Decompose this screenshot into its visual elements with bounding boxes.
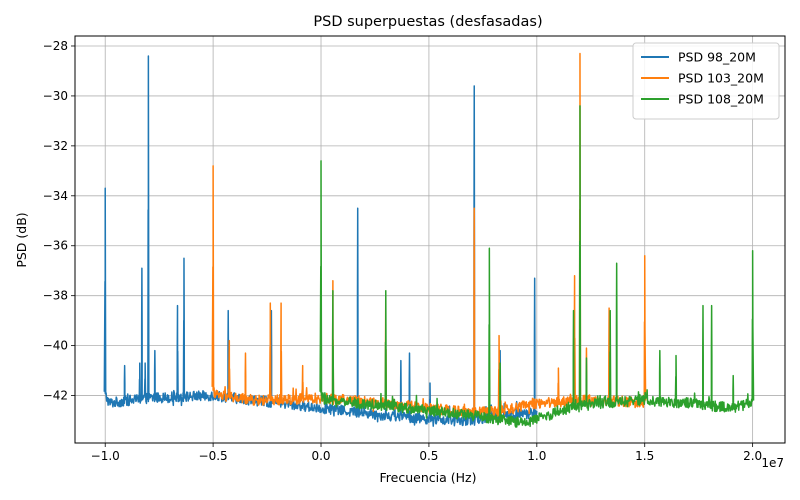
- x-tick-label: 2.0: [743, 449, 762, 463]
- y-axis-ticks: −42 −40 −38 −36 −34 −32 −30 −28: [43, 39, 75, 403]
- y-tick-label: −32: [43, 139, 68, 153]
- series-line-psd-98-20m: [103, 55, 538, 427]
- x-tick-label: −0.5: [199, 449, 228, 463]
- y-tick-label: −40: [43, 339, 68, 353]
- y-axis-label: PSD (dB): [14, 212, 29, 267]
- series-layer: [103, 52, 755, 428]
- y-tick-label: −42: [43, 389, 68, 403]
- chart-title: PSD superpuestas (desfasadas): [313, 14, 542, 30]
- x-axis-ticks: −1.0 −0.5 0.0 0.5 1.0 1.5 2.0: [91, 443, 762, 463]
- legend-label: PSD 108_20M: [678, 92, 764, 107]
- x-axis-label: Frecuencia (Hz): [380, 470, 477, 485]
- x-tick-label: 0.0: [311, 449, 330, 463]
- x-axis-offset-label: 1e7: [761, 456, 784, 470]
- x-tick-label: 1.0: [527, 449, 546, 463]
- y-tick-label: −30: [43, 89, 68, 103]
- y-tick-label: −28: [43, 39, 68, 53]
- axes-frame: [74, 35, 786, 444]
- x-tick-label: −1.0: [91, 449, 120, 463]
- y-tick-label: −34: [43, 189, 68, 203]
- legend-label: PSD 98_20M: [678, 50, 756, 65]
- legend: PSD 98_20M PSD 103_20M PSD 108_20M: [632, 42, 780, 120]
- y-tick-label: −38: [43, 289, 68, 303]
- y-tick-label: −36: [43, 239, 68, 253]
- legend-box: [632, 42, 780, 120]
- x-tick-label: 1.5: [635, 449, 654, 463]
- x-tick-label: 0.5: [419, 449, 438, 463]
- legend-label: PSD 103_20M: [678, 71, 764, 86]
- series-line-psd-108-20m: [319, 105, 755, 428]
